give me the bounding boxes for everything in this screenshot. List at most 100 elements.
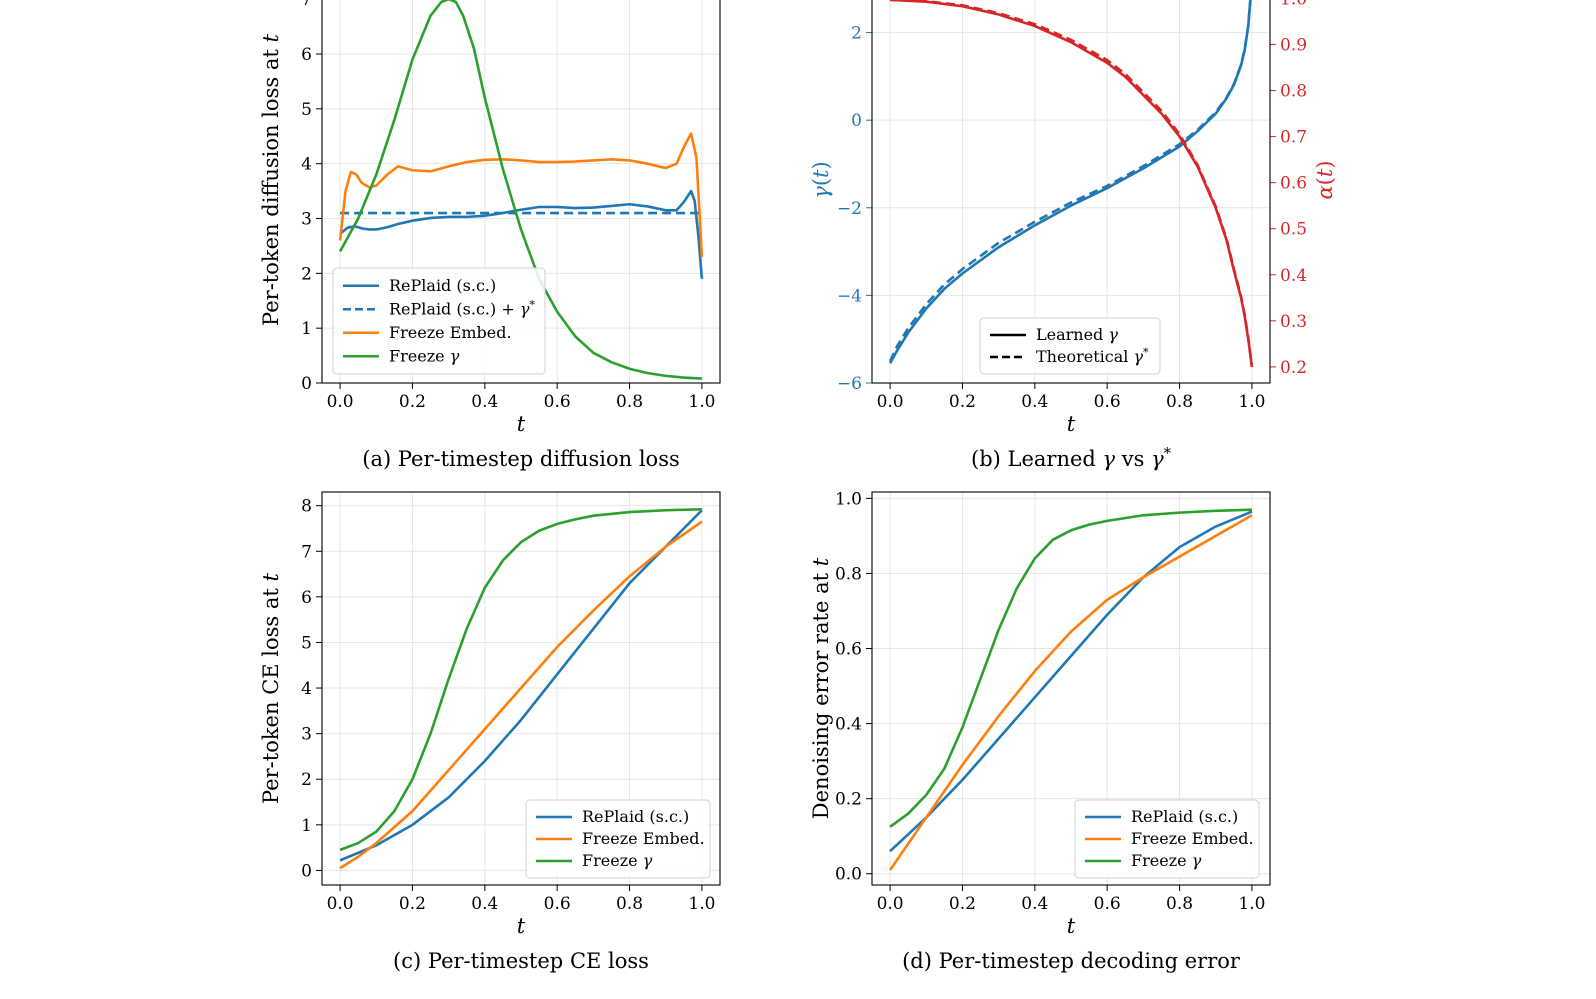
y-tick-label: 4 xyxy=(301,155,312,175)
legend-frame xyxy=(332,267,546,375)
x-tick-label: 1.0 xyxy=(688,392,715,412)
x-axis-label: t xyxy=(1067,412,1076,436)
x-tick-label: 0.4 xyxy=(1021,894,1048,914)
y-right-tick-label: 0.4 xyxy=(1280,266,1307,286)
y-right-tick-label: 0.8 xyxy=(1280,82,1307,102)
legend-entry: Freeze γ xyxy=(389,346,460,365)
gridlines xyxy=(322,0,720,383)
legend-entry: Freeze γ xyxy=(582,851,653,870)
legend-entry: Freeze γ xyxy=(1131,851,1202,870)
axes-frame xyxy=(871,0,1271,384)
legend-entry: RePlaid (s.c.) xyxy=(1131,807,1238,826)
x-tick-label: 0.4 xyxy=(471,392,498,412)
legend-frame xyxy=(525,799,711,879)
legend-entry: Theoretical γ* xyxy=(1036,346,1149,367)
x-tick-label: 0.6 xyxy=(544,894,571,914)
x-tick-label: 0.4 xyxy=(1021,392,1048,412)
series-lines xyxy=(888,0,1254,368)
legend-entry: RePlaid (s.c.) + γ* xyxy=(389,298,535,319)
legend: Learned γ Theoretical γ* xyxy=(979,317,1161,375)
y-tick-label: 0.8 xyxy=(835,564,862,584)
x-tick-label: 0.2 xyxy=(399,392,426,412)
x-axis-label: t xyxy=(517,412,526,436)
series-line xyxy=(889,514,1253,871)
legend-frame xyxy=(1074,799,1260,879)
x-tick-label: 1.0 xyxy=(1238,392,1265,412)
y-tick-label: 1 xyxy=(301,319,312,339)
series-line xyxy=(339,509,703,862)
series-line xyxy=(339,520,703,870)
series-line xyxy=(339,508,702,852)
legend: RePlaid (s.c.) RePlaid (s.c.) + γ* Freeze … xyxy=(332,267,546,375)
y-tick-label: 6 xyxy=(301,45,312,65)
series-line xyxy=(890,0,1254,368)
series-line xyxy=(889,508,1252,828)
gridlines xyxy=(872,0,1270,383)
x-tick-label: 0.4 xyxy=(471,894,498,914)
legend-frame xyxy=(979,317,1161,375)
y-right-axis-label: α(t) xyxy=(1313,160,1337,199)
x-tick-label: 0.8 xyxy=(1166,894,1193,914)
x-tick-label: 1.0 xyxy=(688,894,715,914)
panel-a: 0.0 0.2 0.4 0.6 0.8 1.0 0 1 2 3 4 5 6 7 t Per-token dif… xyxy=(259,0,721,471)
x-tick-label: 0.8 xyxy=(616,392,643,412)
y-tick-label: −6 xyxy=(837,374,862,394)
y-tick-label: 2 xyxy=(301,770,312,790)
legend-entry: Freeze Embed. xyxy=(582,829,705,848)
y-axis-label: γ(t) xyxy=(809,161,833,198)
y-right-tick-label: 0.7 xyxy=(1280,128,1307,148)
gridlines xyxy=(322,492,720,885)
y-right-tick-label: 1.0 xyxy=(1280,0,1307,9)
series-lines xyxy=(889,508,1253,871)
y-axis-label: Per-token CE loss at t xyxy=(259,572,283,804)
y-tick-label: 0.4 xyxy=(835,715,862,735)
x-axis-label: t xyxy=(517,914,526,938)
y-tick-label: 0 xyxy=(301,374,312,394)
series-line xyxy=(888,0,1252,362)
x-tick-label: 0.0 xyxy=(327,392,354,412)
y-tick-label: 2 xyxy=(851,24,862,44)
legend-entry: RePlaid (s.c.) xyxy=(582,807,689,826)
y-tick-label: 0.6 xyxy=(835,640,862,660)
legend: RePlaid (s.c.) Freeze Embed. Freeze γ xyxy=(525,799,711,879)
y-tick-label: 1 xyxy=(301,816,312,836)
panel-caption: (c) Per-timestep CE loss xyxy=(393,949,649,973)
legend-entry: Learned γ xyxy=(1036,325,1118,344)
panel-caption: (d) Per-timestep decoding error xyxy=(902,949,1241,973)
legend-entry: Freeze Embed. xyxy=(1131,829,1254,848)
legend-entry: RePlaid (s.c.) xyxy=(389,276,496,295)
x-tick-label: 0.0 xyxy=(877,392,904,412)
y-tick-label: −2 xyxy=(837,199,862,219)
series-lines xyxy=(339,508,703,870)
x-tick-label: 0.8 xyxy=(1166,392,1193,412)
y-tick-label: 2 xyxy=(301,264,312,284)
y-right-tick-label: 0.2 xyxy=(1280,358,1307,378)
series-lines xyxy=(338,0,704,380)
y-tick-label: 3 xyxy=(301,210,312,230)
y-tick-label: 4 xyxy=(301,679,312,699)
series-line xyxy=(338,132,704,257)
y-tick-label: 7 xyxy=(301,542,312,562)
y-tick-label: −4 xyxy=(837,286,862,306)
x-tick-label: 0.6 xyxy=(1094,392,1121,412)
legend-entry: Freeze Embed. xyxy=(389,323,512,342)
x-tick-label: 0.2 xyxy=(949,392,976,412)
y-tick-label: 1.0 xyxy=(835,489,862,509)
x-tick-label: 0.2 xyxy=(399,894,426,914)
series-line xyxy=(339,189,704,279)
y-tick-label: 5 xyxy=(301,100,312,120)
y-tick-label: 0.2 xyxy=(835,790,862,810)
x-tick-label: 0.2 xyxy=(949,894,976,914)
x-tick-label: 0.6 xyxy=(1094,894,1121,914)
y-right-tick-label: 0.5 xyxy=(1280,220,1307,240)
y-right-tick-label: 0.9 xyxy=(1280,35,1307,55)
panel-caption: (a) Per-timestep diffusion loss xyxy=(362,447,680,471)
y-tick-label: 5 xyxy=(301,633,312,653)
panel-c: 0.0 0.2 0.4 0.6 0.8 1.0 0 1 2 3 4 5 6 7 8 t Per-token CE… xyxy=(259,491,721,973)
x-tick-label: 1.0 xyxy=(1238,894,1265,914)
y-tick-label: 3 xyxy=(301,725,312,745)
axes-frame xyxy=(871,491,1271,886)
x-tick-label: 0.8 xyxy=(616,894,643,914)
y-tick-label: 7 xyxy=(301,0,312,10)
